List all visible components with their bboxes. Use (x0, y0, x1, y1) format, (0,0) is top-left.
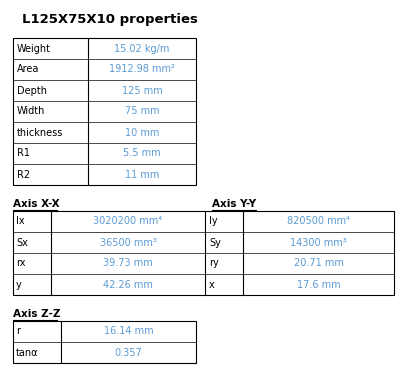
Text: 11 mm: 11 mm (125, 170, 159, 180)
Text: R2: R2 (17, 170, 30, 180)
Text: 125 mm: 125 mm (122, 85, 162, 95)
Text: x: x (209, 279, 215, 289)
Text: ry: ry (209, 258, 219, 268)
Text: 820500 mm⁴: 820500 mm⁴ (287, 217, 350, 227)
Text: 14300 mm³: 14300 mm³ (290, 237, 347, 248)
Text: 36500 mm³: 36500 mm³ (100, 237, 156, 248)
Text: Axis Z-Z: Axis Z-Z (13, 309, 61, 319)
Bar (13, 38, 196, 185)
Text: 39.73 mm: 39.73 mm (103, 258, 153, 268)
Text: 42.26 mm: 42.26 mm (103, 279, 153, 289)
Text: 1912.98 mm²: 1912.98 mm² (109, 64, 175, 74)
Text: 3020200 mm⁴: 3020200 mm⁴ (94, 217, 162, 227)
Bar (13, 211, 394, 295)
Text: R1: R1 (17, 149, 30, 159)
Text: Depth: Depth (17, 85, 47, 95)
Bar (13, 321, 196, 363)
Text: Width: Width (17, 106, 45, 116)
Text: Weight: Weight (17, 43, 51, 54)
Text: 17.6 mm: 17.6 mm (297, 279, 340, 289)
Text: Ix: Ix (16, 217, 25, 227)
Text: tanα: tanα (16, 348, 39, 357)
Text: 75 mm: 75 mm (125, 106, 159, 116)
Text: L125X75X10 properties: L125X75X10 properties (22, 13, 198, 26)
Text: 10 mm: 10 mm (125, 128, 159, 137)
Text: 16.14 mm: 16.14 mm (104, 326, 153, 336)
Text: thickness: thickness (17, 128, 63, 137)
Text: Axis Y-Y: Axis Y-Y (212, 199, 256, 209)
Text: 0.357: 0.357 (115, 348, 142, 357)
Text: Sy: Sy (209, 237, 221, 248)
Text: rx: rx (16, 258, 26, 268)
Text: Iy: Iy (209, 217, 218, 227)
Text: y: y (16, 279, 22, 289)
Text: 5.5 mm: 5.5 mm (123, 149, 161, 159)
Text: Area: Area (17, 64, 39, 74)
Text: Axis X-X: Axis X-X (13, 199, 59, 209)
Text: r: r (16, 326, 20, 336)
Text: Sx: Sx (16, 237, 28, 248)
Text: 20.71 mm: 20.71 mm (293, 258, 344, 268)
Text: 15.02 kg/m: 15.02 kg/m (114, 43, 170, 54)
